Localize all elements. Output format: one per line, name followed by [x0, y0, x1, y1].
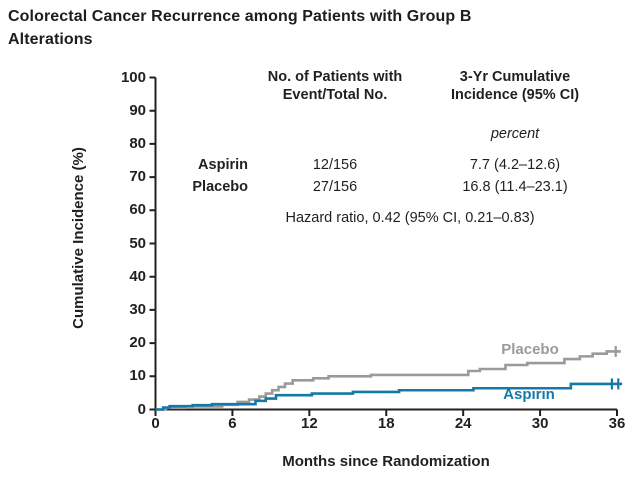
x-tick-label: 24 [454, 415, 472, 432]
y-tick-label: 90 [129, 101, 146, 119]
y-tick-label: 30 [129, 300, 146, 318]
y-tick-label: 20 [129, 334, 146, 352]
table-unit-note: percent [490, 126, 540, 142]
x-tick-label: 0 [151, 415, 160, 432]
y-tick-label: 80 [129, 134, 146, 152]
x-tick-label: 6 [228, 415, 237, 432]
table-header-events: No. of Patients with Event/Total No. [267, 69, 403, 103]
table-row-placebo-incidence: 16.8 (11.4–23.1) [462, 179, 568, 195]
figure-title-line2: Alterations [8, 31, 93, 48]
table-row-aspirin-label: Aspirin [198, 157, 248, 173]
x-axis-title: Months since Randomization [282, 453, 490, 470]
x-tick-label: 30 [531, 415, 549, 432]
x-tick-label: 36 [608, 415, 626, 432]
aspirin-curve [155, 382, 623, 411]
y-tick-label: 0 [137, 400, 146, 418]
x-tick-label: 18 [377, 415, 395, 432]
y-tick-label: 60 [129, 201, 146, 219]
y-tick-label: 50 [129, 234, 146, 252]
x-tick-label: 12 [300, 415, 318, 432]
figure-title: Colorectal Cancer Recurrence among Patie… [8, 5, 608, 51]
placebo-curve-label: Placebo [501, 341, 559, 358]
table-header-incidence: 3-Yr Cumulative Incidence (95% CI) [450, 69, 580, 103]
y-tick-label: 70 [129, 168, 146, 186]
table-row-aspirin-events: 12/156 [312, 157, 358, 173]
figure-title-line1: Colorectal Cancer Recurrence among Patie… [8, 8, 472, 25]
table-row-placebo-events: 27/156 [312, 179, 358, 195]
y-tick-label: 100 [120, 68, 146, 86]
hazard-ratio-note: Hazard ratio, 0.42 (95% CI, 0.21–0.83) [285, 210, 535, 226]
y-tick-label: 40 [129, 267, 146, 285]
aspirin-curve-label: Aspirin [503, 386, 555, 403]
y-tick-label: 10 [129, 367, 146, 385]
table-row-placebo-label: Placebo [192, 179, 248, 195]
table-row-aspirin-incidence: 7.7 (4.2–12.6) [469, 157, 561, 173]
